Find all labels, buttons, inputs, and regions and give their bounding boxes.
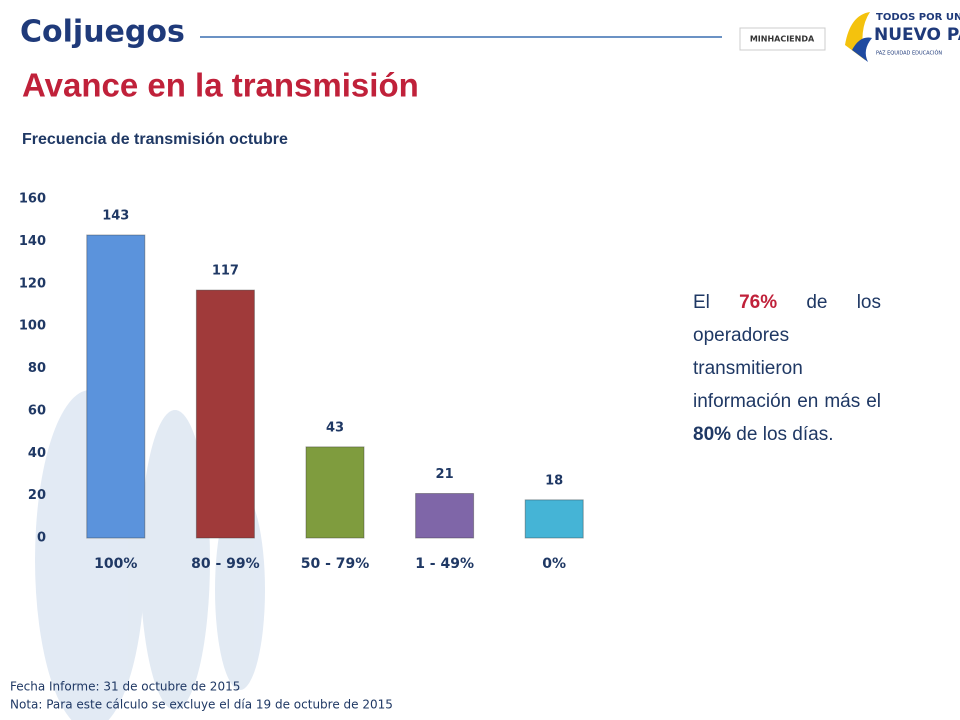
- value-label: 43: [326, 420, 344, 435]
- chart-subtitle: Frecuencia de transmisión octubre: [22, 131, 288, 148]
- x-tick-label: 80 - 99%: [191, 556, 260, 572]
- slogan-main: NUEVO PAÍS: [874, 23, 960, 45]
- y-tick-label: 20: [28, 488, 46, 503]
- slogan-sub: PAZ EQUIDAD EDUCACIÓN: [876, 50, 942, 57]
- value-label: 18: [545, 473, 563, 488]
- value-label: 21: [436, 467, 454, 482]
- x-tick-label: 0%: [542, 556, 566, 572]
- y-tick-label: 140: [19, 234, 46, 249]
- highlight: 76%: [739, 292, 778, 313]
- x-tick-label: 100%: [94, 556, 137, 572]
- slogan-top: TODOS POR UN: [876, 12, 960, 23]
- y-tick-label: 0: [37, 531, 46, 546]
- bar: [524, 499, 584, 539]
- note-text: de los días.: [731, 424, 834, 445]
- note-text: El: [693, 292, 740, 313]
- x-tick-label: 1 - 49%: [415, 556, 474, 572]
- value-label: 117: [212, 264, 239, 279]
- note-text: de los operadores transmitieron informac…: [693, 292, 881, 412]
- brand-logo: Coljuegos: [20, 15, 185, 50]
- ministry-box: [739, 27, 826, 51]
- bar: [305, 446, 365, 539]
- footnote-date: Fecha Informe: 31 de octubre de 2015: [10, 680, 240, 694]
- flag-icon: [852, 37, 872, 62]
- value-label: 143: [102, 209, 129, 224]
- y-tick-label: 40: [28, 446, 46, 461]
- highlight: 80%: [693, 424, 732, 445]
- y-tick-label: 120: [19, 276, 46, 291]
- x-tick-label: 50 - 79%: [301, 556, 370, 572]
- bar: [415, 493, 475, 539]
- summary-note: El 76% de los operadores transmitieron i…: [693, 286, 881, 451]
- bar: [86, 234, 146, 539]
- y-tick-label: 160: [19, 192, 46, 207]
- ministry-logo: MINHACIENDA: [750, 35, 815, 44]
- bar: [195, 289, 255, 539]
- chart-title: Avance en la transmisión: [22, 67, 419, 104]
- y-tick-label: 60: [28, 403, 46, 418]
- y-tick-label: 100: [19, 319, 46, 334]
- flag-icon: [845, 12, 870, 60]
- y-tick-label: 80: [28, 361, 46, 376]
- footnote-remark: Nota: Para este cálculo se excluye el dí…: [10, 698, 393, 712]
